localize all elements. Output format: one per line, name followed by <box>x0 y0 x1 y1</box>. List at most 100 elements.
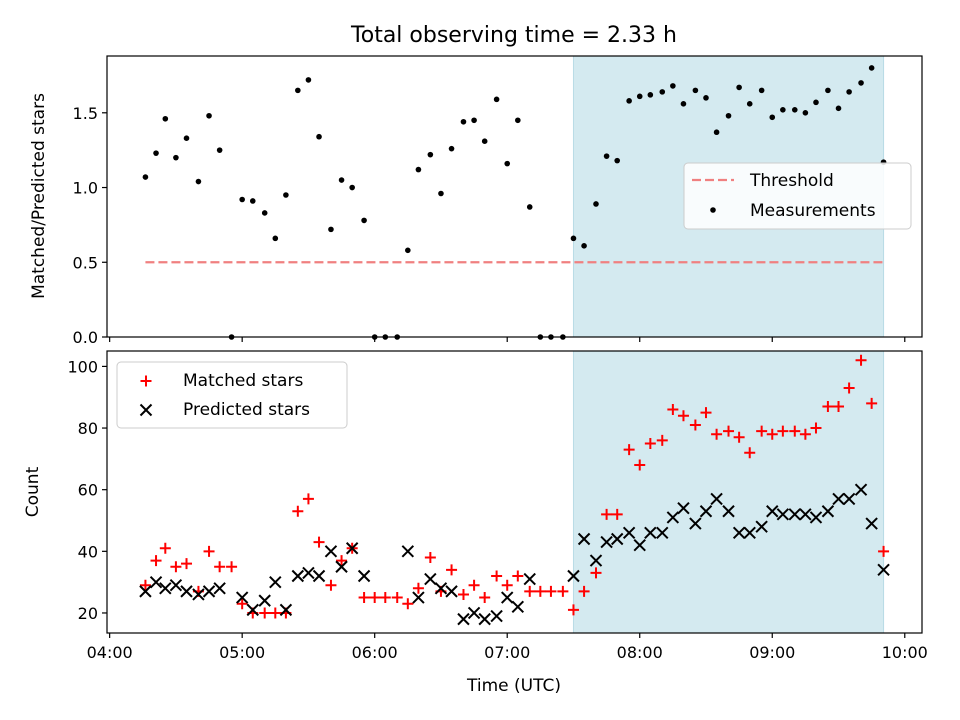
predicted-star-point <box>467 606 481 620</box>
predicted-star-point <box>511 600 525 614</box>
matched-star-point <box>822 400 834 412</box>
measurement-point <box>162 115 169 122</box>
measurement-point <box>460 118 467 125</box>
y-tick-label: 1.0 <box>73 179 98 198</box>
matched-star-point <box>623 444 635 456</box>
matched-star-point <box>855 354 867 366</box>
predicted-star-point <box>788 508 801 521</box>
matched-star-point <box>424 551 436 563</box>
matched-star-point <box>578 585 590 597</box>
matched-star-point <box>336 555 348 567</box>
predicted-star-point <box>312 569 326 583</box>
matched-star-point <box>756 425 768 437</box>
matched-star-point <box>292 505 304 517</box>
matched-star-point <box>468 579 480 591</box>
measurement-point <box>316 133 322 140</box>
predicted-star-point <box>677 501 690 515</box>
matched-star-point <box>150 555 162 567</box>
predicted-star-point <box>877 563 890 577</box>
matched-star-point <box>446 564 458 576</box>
matched-star-point <box>843 382 855 394</box>
x-tick-label: 08:00 <box>617 643 663 662</box>
matched-star-point <box>214 561 226 573</box>
predicted-star-point <box>202 585 216 598</box>
matched-star-point <box>810 422 822 434</box>
ratio-y-axis-label: Matched/Predicted stars <box>29 93 49 299</box>
predicted-star-point <box>523 572 536 586</box>
matched-star-point <box>512 570 524 582</box>
legend-measurement-label: Measurements <box>750 201 876 221</box>
measurement-point <box>725 112 732 119</box>
predicted-star-point <box>743 526 756 540</box>
predicted-star-point <box>799 508 812 521</box>
measurement-point <box>769 114 776 121</box>
predicted-star-point <box>832 492 845 506</box>
measurement-point <box>825 87 831 94</box>
measurement-point <box>415 166 422 173</box>
x-tick-label: 05:00 <box>219 643 265 662</box>
predicted-star-point <box>279 603 293 617</box>
matched-star-point <box>325 579 337 591</box>
measurement-point <box>405 247 411 254</box>
measurement-point <box>471 117 477 124</box>
x-tick-label: 07:00 <box>484 643 530 662</box>
predicted-star-point <box>258 594 271 607</box>
matched-star-point <box>226 561 238 573</box>
matched-star-point <box>269 607 281 619</box>
predicted-star-point <box>357 569 371 583</box>
measurement-point <box>142 174 149 180</box>
matched-star-point <box>656 434 668 446</box>
measurement-point <box>780 107 786 113</box>
predicted-star-point <box>445 585 458 598</box>
count-panel: 20 40 60 80 100 04:00 05:00 06:00 07:00 08:00 09:0… <box>23 350 928 696</box>
predicted-star-point <box>235 591 249 604</box>
x-axis-label: Time (UTC) <box>466 676 561 696</box>
predicted-star-point <box>689 517 702 530</box>
legend-matched-label: Matched stars <box>183 371 303 391</box>
measurement-point <box>195 178 202 185</box>
matched-star-point <box>667 404 679 416</box>
measurement-point <box>328 226 334 233</box>
measurement-point <box>868 65 875 71</box>
measurement-point <box>703 95 709 101</box>
measurement-point <box>295 87 301 94</box>
predicted-star-point <box>644 526 657 540</box>
measurement-point <box>153 150 159 156</box>
predicted-star-point <box>159 582 172 595</box>
matched-star-point <box>170 561 182 573</box>
matched-star-point <box>677 410 689 422</box>
y-tick-label: 100 <box>67 357 98 376</box>
measurement-point <box>593 201 599 207</box>
measurement-point <box>305 77 312 83</box>
measurement-point <box>791 107 798 113</box>
predicted-star-point <box>732 526 746 540</box>
predicted-star-point <box>192 588 205 601</box>
matched-star-point <box>412 582 424 594</box>
measurement-point <box>846 89 852 95</box>
predicted-star-point <box>577 532 591 546</box>
matched-star-point <box>766 428 778 440</box>
predicted-star-point <box>478 612 491 626</box>
predicted-star-point <box>854 483 868 496</box>
measurement-point <box>481 138 488 144</box>
measurement-point <box>570 235 577 242</box>
matched-star-point <box>799 428 811 440</box>
measurement-point <box>670 83 676 89</box>
matched-star-point <box>391 592 403 604</box>
measurement-point <box>216 147 223 153</box>
ratio-legend: Threshold Measurements <box>683 162 912 230</box>
predicted-star-point <box>424 572 437 586</box>
measurement-point <box>647 92 654 98</box>
measurement-point <box>636 93 643 100</box>
predicted-star-point <box>335 560 348 573</box>
measurement-point <box>206 112 212 119</box>
matched-star-point <box>634 459 646 471</box>
predicted-star-point <box>710 492 723 506</box>
matched-star-point <box>139 579 151 591</box>
y-tick-label: 40 <box>78 542 98 561</box>
legend-predicted-swatch <box>139 403 153 417</box>
predicted-star-point <box>821 505 835 518</box>
measurement-point <box>515 117 521 124</box>
matched-star-point <box>501 579 513 591</box>
matched-star-point <box>236 598 248 610</box>
